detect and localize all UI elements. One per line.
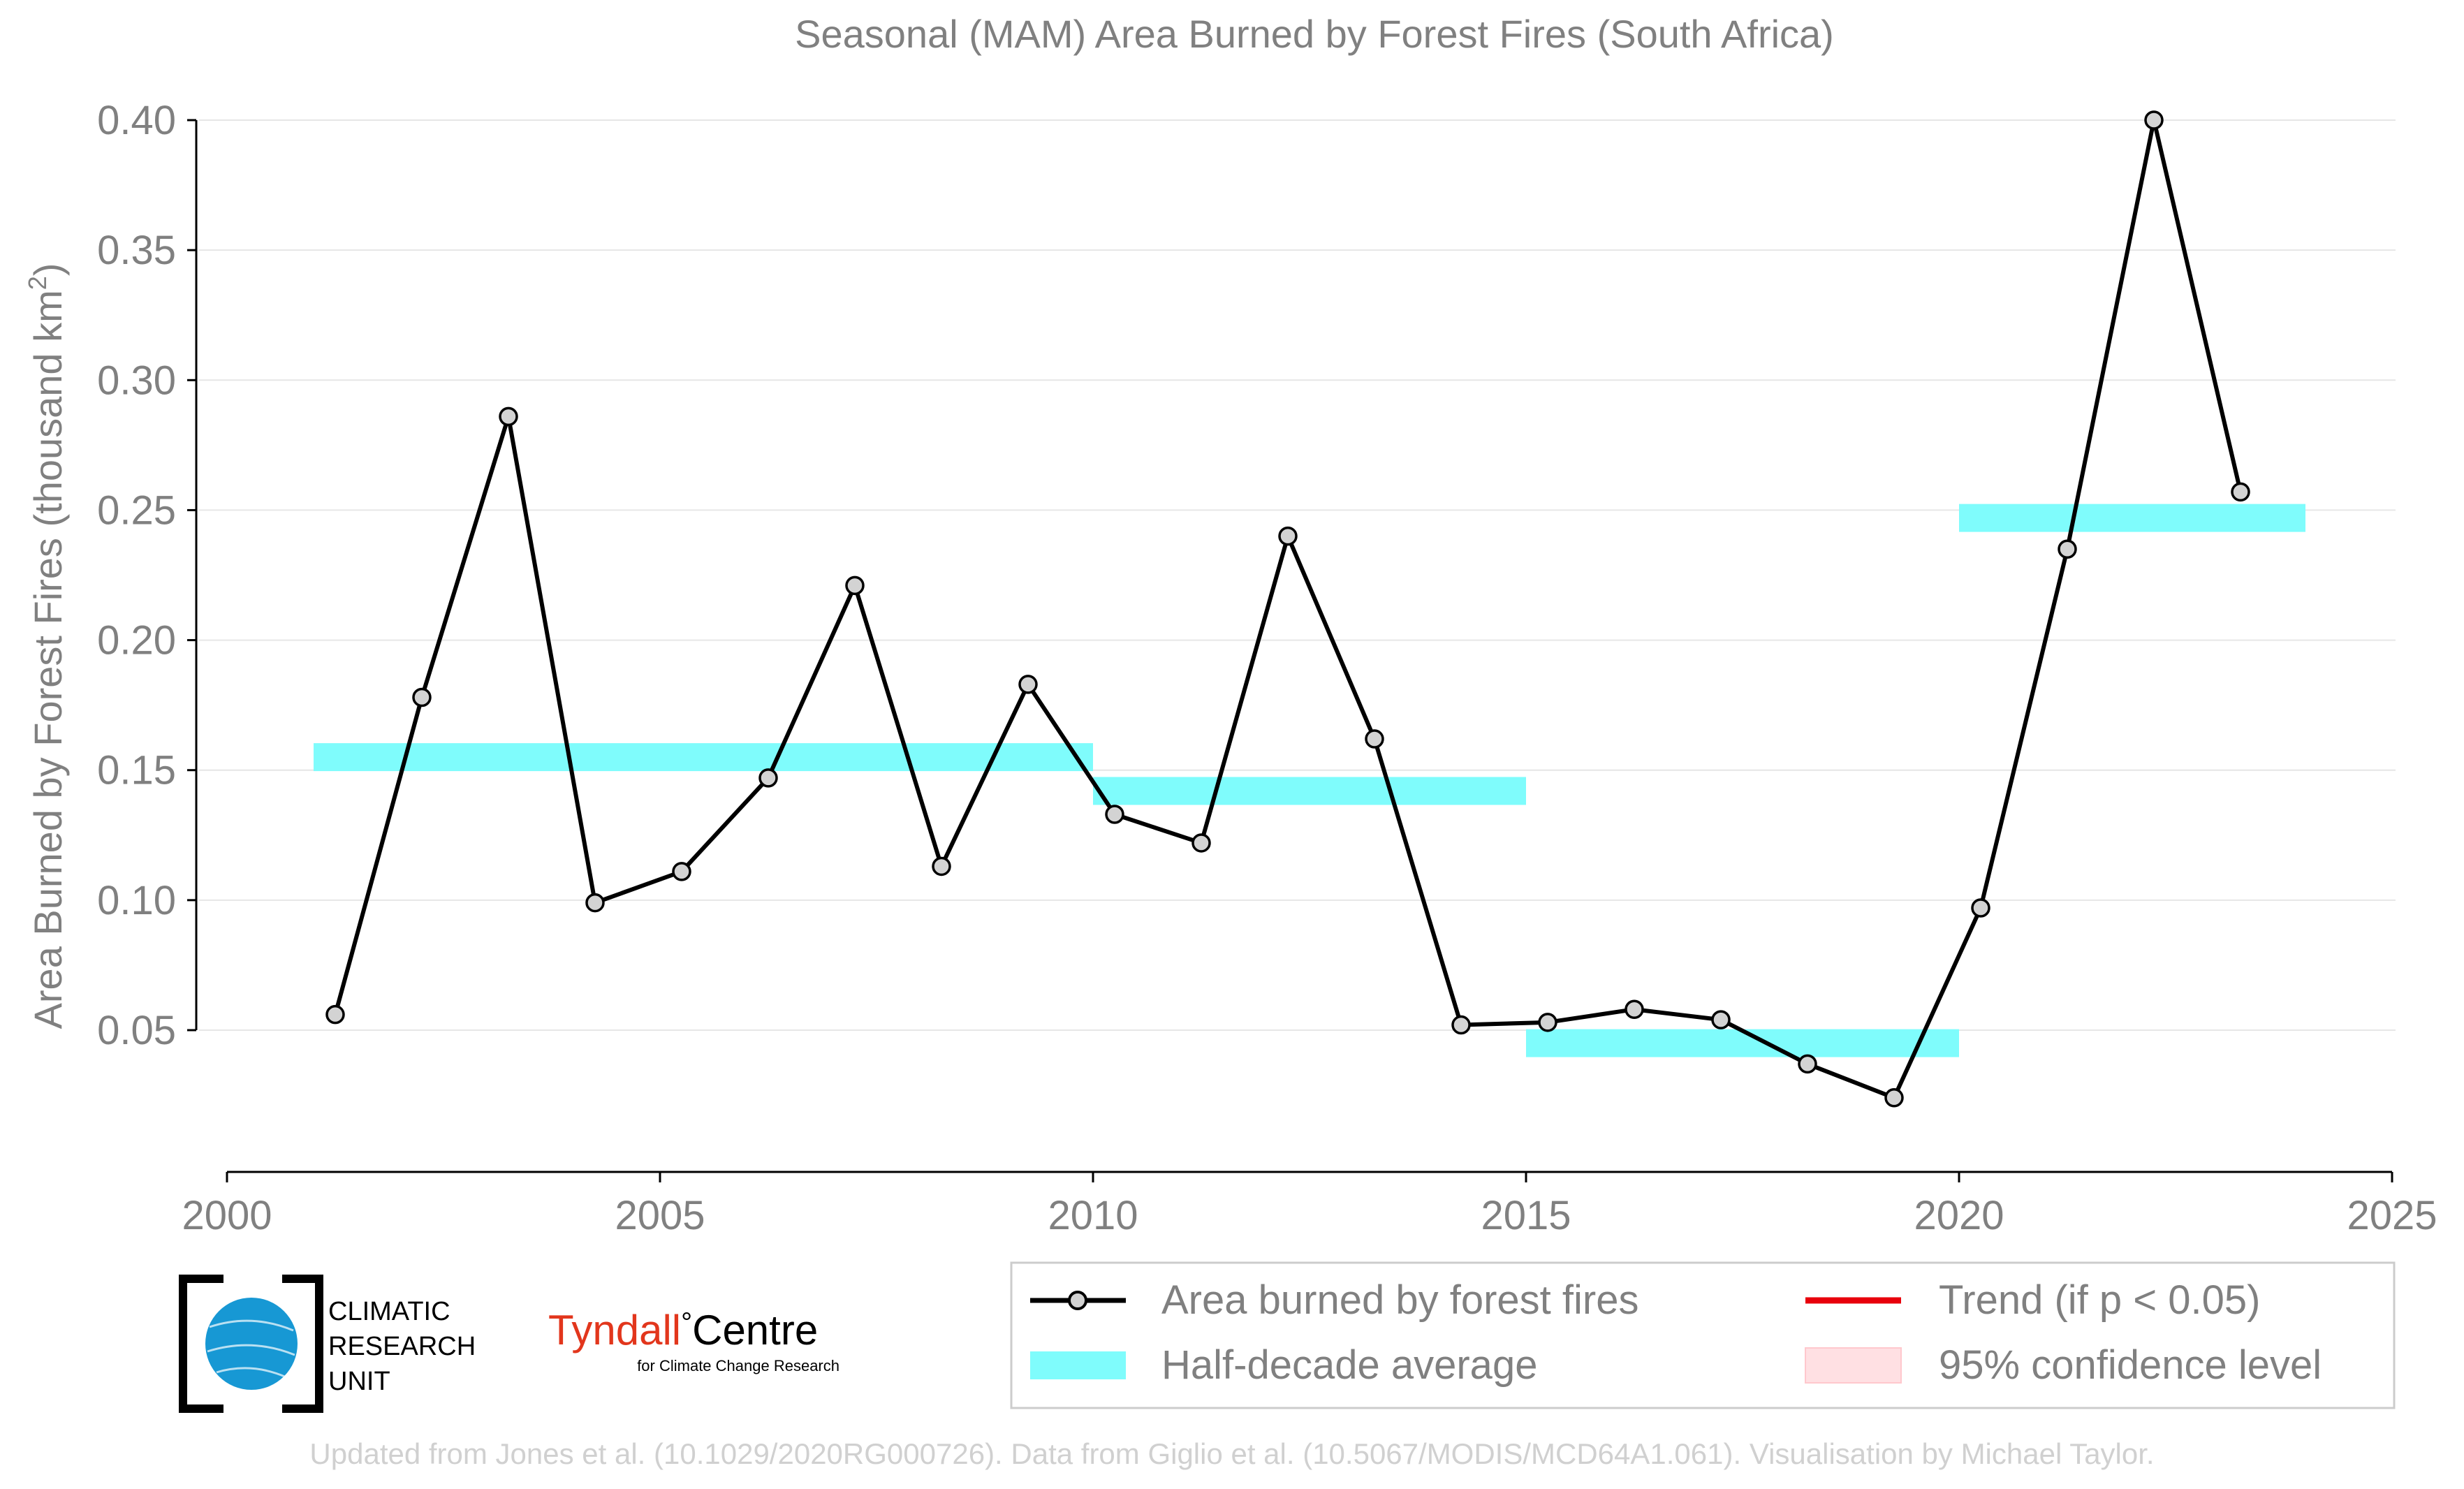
y-tick-label: 0.40 <box>97 98 176 143</box>
half-decade-band <box>1526 1029 1959 1057</box>
y-tick-label: 0.20 <box>97 618 176 663</box>
x-tick-label: 2025 <box>2347 1193 2437 1238</box>
half-decade-band <box>314 743 1093 772</box>
legend-label-half-decade: Half-decade average <box>1161 1342 1537 1388</box>
y-tick-label: 0.30 <box>97 358 176 403</box>
tyndall-logo: Tyndall°Centre for Climate Change Resear… <box>548 1307 839 1374</box>
legend-label-area-burned: Area burned by forest fires <box>1161 1277 1638 1323</box>
legend-marker-area-burned <box>1068 1291 1087 1310</box>
y-tick-label: 0.25 <box>97 487 176 533</box>
chart-title: Seasonal (MAM) Area Burned by Forest Fir… <box>795 12 1834 56</box>
data-point <box>932 856 951 876</box>
data-point <box>1711 1010 1731 1029</box>
data-point <box>412 687 432 707</box>
data-point <box>1798 1054 1817 1074</box>
tyndall-logo-name: Tyndall°Centre <box>548 1307 818 1354</box>
y-axis-label-suffix: ) <box>26 263 70 277</box>
y-tick-label: 0.15 <box>97 748 176 793</box>
tyndall-logo-name-main: Tyndall <box>548 1307 681 1354</box>
y-axis-label-superscript: 2 <box>23 276 52 290</box>
x-tick-label: 2020 <box>1914 1193 2004 1238</box>
cru-logo-text-3: UNIT <box>328 1367 390 1396</box>
x-tick-label: 2005 <box>615 1193 705 1238</box>
legend-label-confidence: 95% confidence level <box>1939 1342 2322 1388</box>
cru-logo-bracket-right <box>282 1275 323 1413</box>
y-tick-label: 0.35 <box>97 228 176 273</box>
legend-band-half-decade <box>1030 1351 1126 1379</box>
data-point <box>1191 833 1211 853</box>
y-axis-label-main: Area Burned by Forest Fires (thousand km <box>26 290 70 1029</box>
y-axis-label: Area Burned by Forest Fires (thousand km… <box>23 263 70 1029</box>
data-point <box>1105 805 1124 824</box>
data-point <box>758 768 778 788</box>
data-point <box>2231 482 2250 502</box>
data-point <box>1018 675 1038 694</box>
globe-icon-lines <box>207 1319 295 1379</box>
legend: Area burned by forest fires Trend (if p … <box>1010 1261 2396 1409</box>
legend-patch-confidence <box>1805 1347 1902 1384</box>
x-tick-label: 2015 <box>1481 1193 1571 1238</box>
legend-label-trend: Trend (if p < 0.05) <box>1939 1277 2260 1323</box>
cru-logo-text-2: RESEARCH <box>328 1332 476 1361</box>
x-tick-label: 2000 <box>182 1193 272 1238</box>
credit-text: Updated from Jones et al. (10.1029/2020R… <box>309 1437 2154 1470</box>
series-line <box>333 118 2243 1100</box>
data-point <box>499 406 518 427</box>
half-decade-average-bands <box>314 504 2305 1057</box>
grid-lines <box>199 119 2396 1031</box>
data-point <box>1884 1088 1904 1108</box>
tyndall-logo-subtitle: for Climate Change Research <box>637 1357 839 1374</box>
half-decade-band <box>1959 504 2305 532</box>
tyndall-logo-centre: Centre <box>692 1307 818 1354</box>
data-point <box>1971 898 1990 918</box>
data-point <box>845 575 865 596</box>
data-point <box>1365 729 1384 749</box>
series-area-burned <box>325 110 2250 1108</box>
data-point <box>1451 1015 1471 1035</box>
data-point <box>672 862 691 881</box>
data-point <box>1538 1013 1557 1032</box>
data-point <box>2144 110 2164 130</box>
half-decade-band <box>1093 777 1526 805</box>
y-axis-ticks: 0.05 0.10 0.15 0.20 0.25 0.30 0.35 0.40 <box>97 98 196 1053</box>
cru-logo-bracket-left <box>179 1275 223 1413</box>
tyndall-logo-degree: ° <box>681 1307 692 1338</box>
legend-box <box>1010 1261 2396 1409</box>
x-tick-label: 2010 <box>1048 1193 1138 1238</box>
cru-logo: CLIMATIC RESEARCH UNIT <box>179 1275 476 1413</box>
data-point <box>1278 526 1298 546</box>
cru-logo-text-1: CLIMATIC <box>328 1297 450 1326</box>
x-axis-ticks: 2000 2005 2010 2015 2020 2025 <box>182 1172 2437 1238</box>
y-tick-label: 0.10 <box>97 878 176 923</box>
data-point <box>1625 999 1644 1019</box>
globe-icon <box>205 1298 298 1390</box>
data-point <box>2058 539 2077 559</box>
data-point <box>325 1004 345 1025</box>
data-point <box>585 893 605 913</box>
y-tick-label: 0.05 <box>97 1008 176 1053</box>
